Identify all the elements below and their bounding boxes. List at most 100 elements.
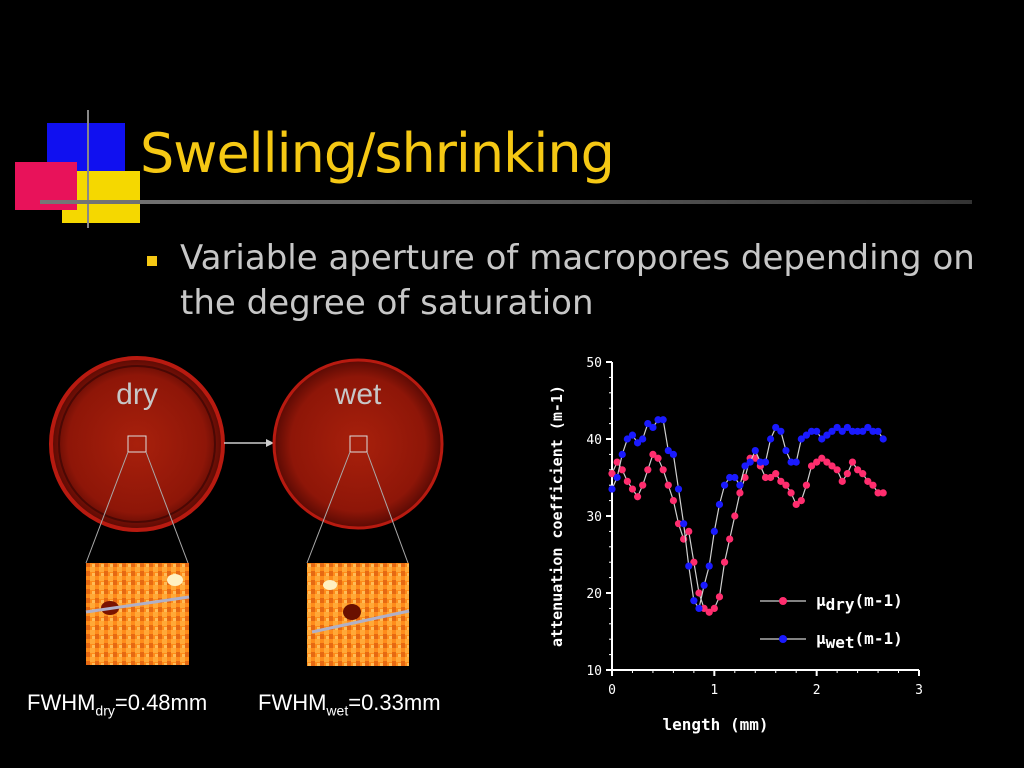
data-point-wet	[761, 458, 770, 466]
data-point-wet	[613, 473, 621, 482]
data-point-dry	[649, 450, 657, 458]
data-point-wet	[782, 446, 790, 455]
data-point-dry	[854, 466, 862, 474]
data-point-wet	[879, 435, 887, 443]
data-point-dry	[874, 489, 882, 497]
dry-roi-box	[127, 435, 147, 453]
y-tick-label: 20	[586, 587, 602, 602]
data-point-wet	[813, 427, 821, 435]
data-point-wet	[854, 427, 862, 435]
data-point-wet	[838, 427, 846, 435]
bullet-marker	[147, 256, 157, 266]
x-tick-label: 1	[710, 683, 718, 698]
legend-marker-dry	[779, 597, 787, 605]
x-tick-label: 3	[915, 683, 923, 698]
data-point-wet	[797, 435, 805, 443]
data-point-dry	[782, 481, 790, 489]
data-point-dry	[639, 481, 647, 489]
data-point-dry	[659, 466, 667, 474]
data-point-dry	[731, 512, 739, 520]
data-point-dry	[767, 473, 775, 482]
data-point-wet	[685, 562, 693, 570]
data-point-dry	[761, 473, 770, 482]
decor-horizontal-line	[40, 200, 972, 204]
data-point-dry	[869, 481, 877, 489]
data-point-wet	[608, 485, 616, 493]
data-point-wet	[659, 416, 667, 424]
y-tick-label: 50	[586, 356, 602, 371]
wet-profile-line	[311, 609, 410, 634]
data-point-wet	[674, 485, 683, 493]
data-point-wet	[823, 431, 831, 439]
data-point-wet	[680, 520, 688, 528]
data-point-dry	[756, 462, 764, 470]
data-point-wet	[700, 581, 708, 589]
data-point-wet	[772, 423, 780, 432]
data-point-dry	[736, 489, 744, 497]
series-line-dry	[611, 453, 884, 614]
y-tick-label: 30	[586, 510, 602, 525]
data-point-wet	[751, 446, 759, 455]
data-point-dry	[864, 477, 872, 485]
data-point-dry	[726, 535, 734, 543]
data-point-wet	[690, 597, 698, 605]
data-point-wet	[736, 481, 744, 489]
data-point-wet	[618, 450, 626, 458]
x-axis-label: length (mm)	[663, 715, 769, 734]
data-point-dry	[772, 470, 780, 478]
data-point-wet	[628, 431, 637, 439]
data-point-dry	[705, 608, 713, 616]
legend-label-dry: μdry(m-1)	[816, 591, 903, 614]
data-point-wet	[864, 423, 872, 432]
fwhm-wet: FWHMwet=0.33mm	[258, 690, 441, 719]
data-point-dry	[751, 454, 759, 462]
data-point-dry	[777, 477, 785, 485]
x-tick-label: 2	[813, 683, 821, 698]
data-point-dry	[818, 454, 826, 462]
data-point-dry	[715, 593, 724, 601]
y-tick-label: 40	[586, 433, 602, 448]
data-point-wet	[874, 427, 882, 435]
data-point-wet	[777, 427, 785, 435]
data-point-dry	[710, 604, 718, 613]
fwhm-dry: FWHMdry=0.48mm	[27, 690, 208, 719]
data-point-dry	[685, 527, 693, 536]
data-point-wet	[644, 420, 652, 428]
data-point-dry	[838, 477, 846, 485]
decor-vertical-line	[87, 110, 89, 228]
data-point-dry	[628, 485, 637, 493]
wet-label: wet	[334, 378, 382, 411]
data-point-dry	[797, 497, 805, 505]
data-point-dry	[807, 462, 816, 470]
data-point-dry	[833, 466, 841, 474]
wet-roi-box	[349, 435, 368, 453]
data-point-wet	[828, 427, 836, 435]
data-point-dry	[843, 470, 851, 478]
data-point-wet	[756, 458, 764, 466]
data-point-wet	[726, 473, 734, 482]
data-point-dry	[848, 458, 857, 466]
data-point-wet	[792, 458, 800, 466]
data-point-dry	[669, 497, 678, 505]
data-point-wet	[807, 427, 816, 435]
data-point-dry	[690, 558, 698, 566]
data-point-wet	[695, 604, 703, 613]
data-point-dry	[700, 604, 708, 613]
x-tick-label: 0	[608, 683, 616, 698]
slide-title: Swelling/shrinking	[140, 122, 615, 185]
data-point-dry	[720, 558, 729, 566]
data-point-wet	[654, 416, 662, 424]
data-point-dry	[695, 589, 703, 597]
data-point-wet	[802, 431, 811, 439]
data-point-dry	[746, 454, 754, 462]
data-point-wet	[731, 473, 739, 482]
data-point-dry	[879, 489, 887, 497]
data-point-dry	[828, 462, 836, 470]
wet-sample-disc	[272, 358, 444, 530]
dry-label: dry	[116, 378, 158, 411]
data-point-wet	[649, 423, 657, 432]
data-point-dry	[608, 470, 616, 478]
data-point-dry	[680, 535, 688, 543]
data-point-dry	[674, 520, 683, 528]
data-point-wet	[705, 562, 713, 570]
